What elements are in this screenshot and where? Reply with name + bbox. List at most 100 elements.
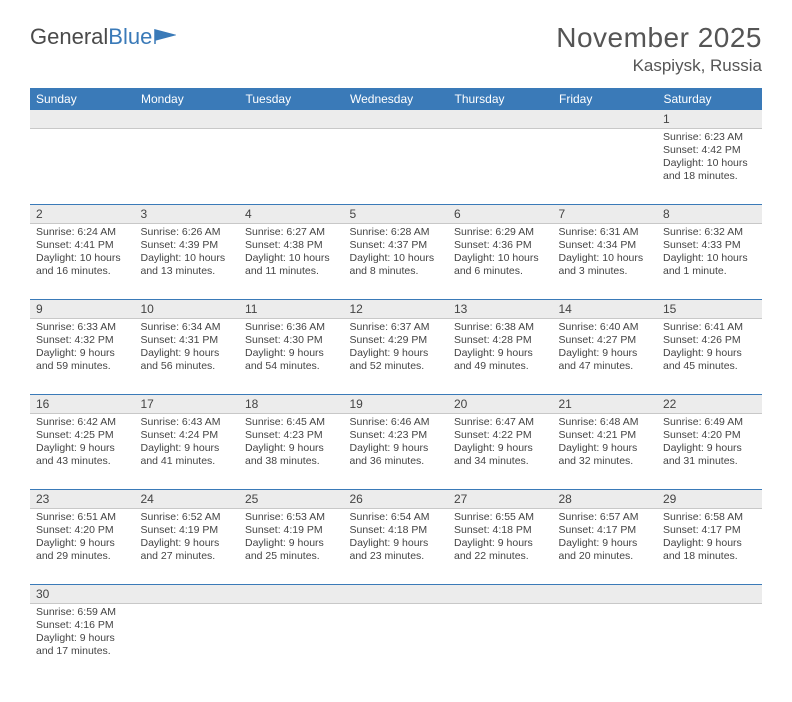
day-number-cell <box>239 585 344 604</box>
day-detail-text: Sunrise: 6:49 AMSunset: 4:20 PMDaylight:… <box>657 414 762 473</box>
day-detail-row: Sunrise: 6:33 AMSunset: 4:32 PMDaylight:… <box>30 319 762 395</box>
day-number-cell: 29 <box>657 490 762 509</box>
day-detail-cell: Sunrise: 6:28 AMSunset: 4:37 PMDaylight:… <box>344 224 449 300</box>
sunrise-text: Sunrise: 6:49 AM <box>663 416 756 429</box>
location: Kaspiysk, Russia <box>556 56 762 76</box>
day-number-cell: 24 <box>135 490 240 509</box>
daylight-text: Daylight: 9 hours and 41 minutes. <box>141 442 234 468</box>
sunrise-text: Sunrise: 6:37 AM <box>350 321 443 334</box>
day-number-cell <box>344 110 449 129</box>
day-number-row: 23242526272829 <box>30 490 762 509</box>
sunset-text: Sunset: 4:32 PM <box>36 334 129 347</box>
day-detail-text: Sunrise: 6:34 AMSunset: 4:31 PMDaylight:… <box>135 319 240 378</box>
sunset-text: Sunset: 4:18 PM <box>454 524 547 537</box>
day-detail-cell <box>30 129 135 205</box>
daylight-text: Daylight: 10 hours and 8 minutes. <box>350 252 443 278</box>
sunrise-text: Sunrise: 6:34 AM <box>141 321 234 334</box>
day-detail-text: Sunrise: 6:47 AMSunset: 4:22 PMDaylight:… <box>448 414 553 473</box>
daylight-text: Daylight: 10 hours and 6 minutes. <box>454 252 547 278</box>
day-detail-cell: Sunrise: 6:59 AMSunset: 4:16 PMDaylight:… <box>30 604 135 680</box>
day-detail-cell <box>553 129 658 205</box>
day-number-cell: 12 <box>344 300 449 319</box>
sunrise-text: Sunrise: 6:24 AM <box>36 226 129 239</box>
sunrise-text: Sunrise: 6:47 AM <box>454 416 547 429</box>
day-detail-row: Sunrise: 6:23 AMSunset: 4:42 PMDaylight:… <box>30 129 762 205</box>
day-detail-cell <box>344 129 449 205</box>
sunrise-text: Sunrise: 6:38 AM <box>454 321 547 334</box>
day-detail-cell: Sunrise: 6:37 AMSunset: 4:29 PMDaylight:… <box>344 319 449 395</box>
sunset-text: Sunset: 4:34 PM <box>559 239 652 252</box>
daylight-text: Daylight: 9 hours and 59 minutes. <box>36 347 129 373</box>
daylight-text: Daylight: 9 hours and 20 minutes. <box>559 537 652 563</box>
day-number-cell: 4 <box>239 205 344 224</box>
day-detail-cell <box>239 604 344 680</box>
sunrise-text: Sunrise: 6:29 AM <box>454 226 547 239</box>
sunset-text: Sunset: 4:20 PM <box>36 524 129 537</box>
day-detail-cell: Sunrise: 6:53 AMSunset: 4:19 PMDaylight:… <box>239 509 344 585</box>
day-detail-cell: Sunrise: 6:29 AMSunset: 4:36 PMDaylight:… <box>448 224 553 300</box>
sunset-text: Sunset: 4:31 PM <box>141 334 234 347</box>
sunset-text: Sunset: 4:36 PM <box>454 239 547 252</box>
sunrise-text: Sunrise: 6:23 AM <box>663 131 756 144</box>
day-detail-cell: Sunrise: 6:38 AMSunset: 4:28 PMDaylight:… <box>448 319 553 395</box>
daylight-text: Daylight: 9 hours and 47 minutes. <box>559 347 652 373</box>
day-number-cell: 19 <box>344 395 449 414</box>
sunset-text: Sunset: 4:20 PM <box>663 429 756 442</box>
day-number-cell: 25 <box>239 490 344 509</box>
daylight-text: Daylight: 9 hours and 34 minutes. <box>454 442 547 468</box>
day-detail-text: Sunrise: 6:37 AMSunset: 4:29 PMDaylight:… <box>344 319 449 378</box>
daylight-text: Daylight: 9 hours and 17 minutes. <box>36 632 129 658</box>
day-detail-cell <box>553 604 658 680</box>
month-title: November 2025 <box>556 22 762 54</box>
day-number-row: 2345678 <box>30 205 762 224</box>
daylight-text: Daylight: 10 hours and 1 minute. <box>663 252 756 278</box>
daylight-text: Daylight: 9 hours and 27 minutes. <box>141 537 234 563</box>
sunset-text: Sunset: 4:22 PM <box>454 429 547 442</box>
day-number-cell: 20 <box>448 395 553 414</box>
day-detail-cell <box>344 604 449 680</box>
sunrise-text: Sunrise: 6:52 AM <box>141 511 234 524</box>
daylight-text: Daylight: 9 hours and 36 minutes. <box>350 442 443 468</box>
daylight-text: Daylight: 9 hours and 52 minutes. <box>350 347 443 373</box>
daylight-text: Daylight: 10 hours and 3 minutes. <box>559 252 652 278</box>
day-number-cell: 21 <box>553 395 658 414</box>
sunrise-text: Sunrise: 6:48 AM <box>559 416 652 429</box>
weekday-header: Monday <box>135 88 240 110</box>
calendar-table: Sunday Monday Tuesday Wednesday Thursday… <box>30 88 762 680</box>
day-detail-cell: Sunrise: 6:42 AMSunset: 4:25 PMDaylight:… <box>30 414 135 490</box>
day-number-cell: 26 <box>344 490 449 509</box>
day-number-cell: 2 <box>30 205 135 224</box>
day-number-cell: 28 <box>553 490 658 509</box>
sunset-text: Sunset: 4:26 PM <box>663 334 756 347</box>
sunrise-text: Sunrise: 6:40 AM <box>559 321 652 334</box>
day-detail-cell: Sunrise: 6:23 AMSunset: 4:42 PMDaylight:… <box>657 129 762 205</box>
day-detail-text: Sunrise: 6:41 AMSunset: 4:26 PMDaylight:… <box>657 319 762 378</box>
day-detail-text: Sunrise: 6:54 AMSunset: 4:18 PMDaylight:… <box>344 509 449 568</box>
day-number-cell <box>239 110 344 129</box>
daylight-text: Daylight: 10 hours and 18 minutes. <box>663 157 756 183</box>
day-detail-text: Sunrise: 6:48 AMSunset: 4:21 PMDaylight:… <box>553 414 658 473</box>
daylight-text: Daylight: 9 hours and 38 minutes. <box>245 442 338 468</box>
sunset-text: Sunset: 4:17 PM <box>559 524 652 537</box>
day-detail-cell: Sunrise: 6:57 AMSunset: 4:17 PMDaylight:… <box>553 509 658 585</box>
day-number-cell <box>657 585 762 604</box>
sunset-text: Sunset: 4:33 PM <box>663 239 756 252</box>
day-detail-cell: Sunrise: 6:51 AMSunset: 4:20 PMDaylight:… <box>30 509 135 585</box>
day-detail-cell: Sunrise: 6:46 AMSunset: 4:23 PMDaylight:… <box>344 414 449 490</box>
sunset-text: Sunset: 4:39 PM <box>141 239 234 252</box>
sunset-text: Sunset: 4:19 PM <box>141 524 234 537</box>
day-number-cell: 11 <box>239 300 344 319</box>
day-number-row: 1 <box>30 110 762 129</box>
sunset-text: Sunset: 4:23 PM <box>350 429 443 442</box>
day-number-cell <box>553 110 658 129</box>
day-detail-text: Sunrise: 6:23 AMSunset: 4:42 PMDaylight:… <box>657 129 762 188</box>
day-detail-text: Sunrise: 6:55 AMSunset: 4:18 PMDaylight:… <box>448 509 553 568</box>
day-detail-text: Sunrise: 6:53 AMSunset: 4:19 PMDaylight:… <box>239 509 344 568</box>
weekday-header: Friday <box>553 88 658 110</box>
day-detail-cell: Sunrise: 6:26 AMSunset: 4:39 PMDaylight:… <box>135 224 240 300</box>
daylight-text: Daylight: 10 hours and 13 minutes. <box>141 252 234 278</box>
day-detail-cell <box>448 604 553 680</box>
day-number-cell: 9 <box>30 300 135 319</box>
day-number-cell: 7 <box>553 205 658 224</box>
day-number-cell: 17 <box>135 395 240 414</box>
